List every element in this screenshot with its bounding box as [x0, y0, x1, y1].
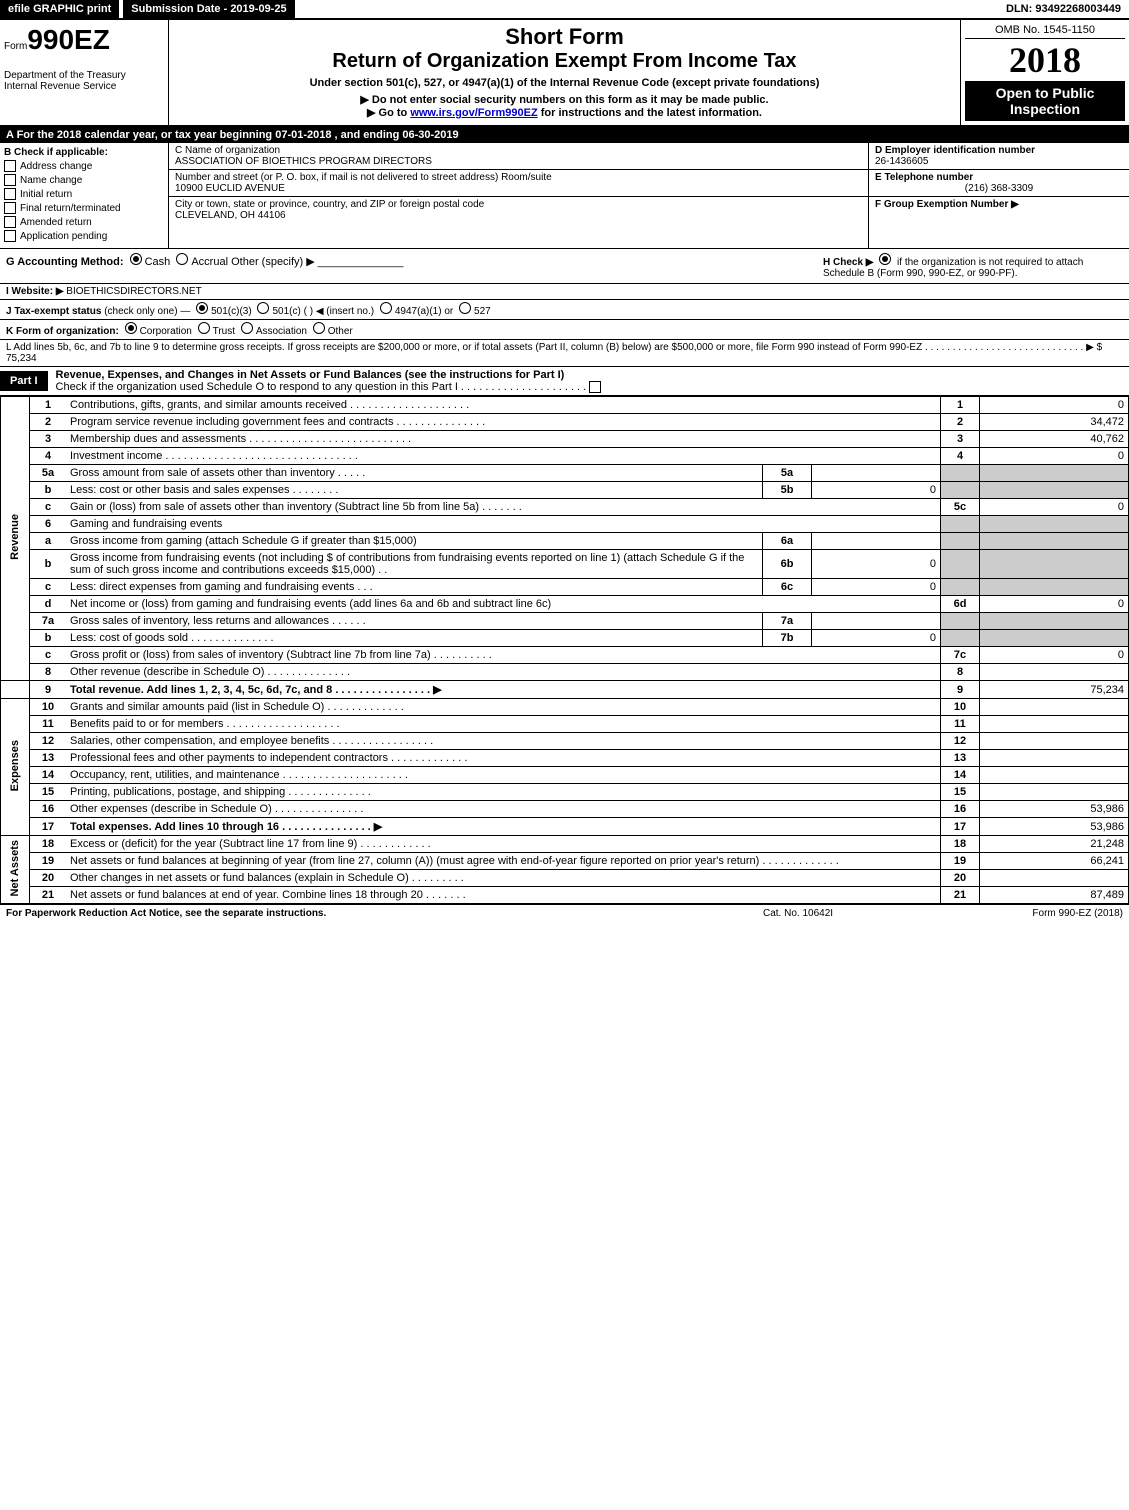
section-a: A For the 2018 calendar year, or tax yea…	[0, 127, 1129, 143]
row-i: I Website: ▶ BIOETHICSDIRECTORS.NET	[0, 284, 1129, 300]
dept-treasury: Department of the Treasury	[4, 70, 164, 81]
phone-label: E Telephone number	[875, 172, 1123, 183]
top-bar: efile GRAPHIC print Submission Date - 20…	[0, 0, 1129, 20]
checkbox-icon[interactable]	[4, 188, 16, 200]
schedule-o-checkbox[interactable]	[589, 381, 601, 393]
radio-corporation[interactable]	[125, 322, 137, 334]
radio-501c3[interactable]	[196, 302, 208, 314]
checkbox-icon[interactable]	[4, 216, 16, 228]
group-exemption-label: F Group Exemption Number ▶	[875, 199, 1123, 210]
part-1-check: Check if the organization used Schedule …	[56, 381, 587, 393]
irs-link[interactable]: www.irs.gov/Form990EZ	[410, 107, 537, 119]
website-value: BIOETHICSDIRECTORS.NET	[66, 286, 201, 297]
ty-begin: 07-01-2018	[275, 129, 331, 141]
column-c: C Name of organization ASSOCIATION OF BI…	[169, 143, 869, 248]
cb-amended[interactable]: Amended return	[4, 216, 164, 228]
revenue-side-label: Revenue	[1, 397, 30, 681]
city-label: City or town, state or province, country…	[175, 199, 862, 210]
radio-trust[interactable]	[198, 322, 210, 334]
paperwork-notice: For Paperwork Reduction Act Notice, see …	[6, 908, 763, 919]
gross-receipts: 75,234	[6, 353, 37, 364]
radio-cash[interactable]	[130, 253, 142, 265]
instruction-ssn: ▶ Do not enter social security numbers o…	[177, 93, 952, 106]
checkbox-icon[interactable]	[4, 160, 16, 172]
row-l-text: L Add lines 5b, 6c, and 7b to line 9 to …	[6, 342, 1102, 353]
netassets-side-label: Net Assets	[1, 836, 30, 904]
website-label: I Website: ▶	[6, 286, 64, 297]
row-l: L Add lines 5b, 6c, and 7b to line 9 to …	[0, 340, 1129, 367]
org-name: ASSOCIATION OF BIOETHICS PROGRAM DIRECTO…	[175, 156, 862, 167]
addr-label: Number and street (or P. O. box, if mail…	[175, 172, 862, 183]
open-public: Open to Public Inspection	[965, 81, 1125, 121]
col-b-label: B Check if applicable:	[4, 147, 164, 158]
section-a-mid: , and ending	[331, 129, 402, 141]
radio-h[interactable]	[879, 253, 891, 265]
line-num: 1	[941, 397, 980, 414]
h-label: H Check ▶	[823, 257, 873, 268]
omb-number: OMB No. 1545-1150	[965, 24, 1125, 39]
page-footer: For Paperwork Reduction Act Notice, see …	[0, 904, 1129, 922]
form-prefix: Form	[4, 41, 27, 52]
form-number: 990EZ	[27, 24, 110, 55]
part-1-title: Revenue, Expenses, and Changes in Net As…	[48, 367, 1129, 395]
accounting-label: G Accounting Method:	[6, 256, 124, 268]
cat-no: Cat. No. 10642I	[763, 908, 963, 919]
instruction-link: ▶ Go to www.irs.gov/Form990EZ for instru…	[177, 106, 952, 119]
tax-year: 2018	[965, 39, 1125, 81]
row-j: J Tax-exempt status (check only one) — 5…	[0, 300, 1129, 320]
street-address: 10900 EUCLID AVENUE	[175, 183, 862, 194]
subtitle: Under section 501(c), 527, or 4947(a)(1)…	[177, 77, 952, 89]
row-g-h: G Accounting Method: Cash Accrual Other …	[0, 249, 1129, 284]
cb-name-change[interactable]: Name change	[4, 174, 164, 186]
section-a-pre: A For the 2018 calendar year, or tax yea…	[6, 129, 275, 141]
irs: Internal Revenue Service	[4, 81, 164, 92]
expenses-side-label: Expenses	[1, 699, 30, 836]
form-ref: Form 990-EZ (2018)	[963, 908, 1123, 919]
header-left: Form990EZ Department of the Treasury Int…	[0, 20, 169, 125]
cb-address-change[interactable]: Address change	[4, 160, 164, 172]
column-d: D Employer identification number 26-1436…	[869, 143, 1129, 248]
part-1-table: Revenue 1 Contributions, gifts, grants, …	[0, 396, 1129, 904]
radio-accrual[interactable]	[176, 253, 188, 265]
row-k: K Form of organization: Corporation Trus…	[0, 320, 1129, 340]
checkbox-icon[interactable]	[4, 202, 16, 214]
info-block: B Check if applicable: Address change Na…	[0, 143, 1129, 249]
instr-pre: ▶ Go to	[367, 107, 410, 119]
cb-initial-return[interactable]: Initial return	[4, 188, 164, 200]
header-center: Short Form Return of Organization Exempt…	[169, 20, 960, 125]
radio-527[interactable]	[459, 302, 471, 314]
header-right: OMB No. 1545-1150 2018 Open to Public In…	[960, 20, 1129, 125]
instr-post: for instructions and the latest informat…	[538, 107, 762, 119]
return-title: Return of Organization Exempt From Incom…	[177, 50, 952, 73]
checkbox-icon[interactable]	[4, 174, 16, 186]
phone: (216) 368-3309	[875, 183, 1123, 194]
efile-label: efile GRAPHIC print	[0, 0, 119, 18]
radio-other[interactable]	[313, 322, 325, 334]
ein: 26-1436605	[875, 156, 1123, 167]
form-header: Form990EZ Department of the Treasury Int…	[0, 20, 1129, 127]
tax-exempt-label: J Tax-exempt status	[6, 306, 101, 317]
submission-date: Submission Date - 2019-09-25	[123, 0, 294, 18]
column-b: B Check if applicable: Address change Na…	[0, 143, 169, 248]
radio-501c[interactable]	[257, 302, 269, 314]
part-1-header: Part I Revenue, Expenses, and Changes in…	[0, 367, 1129, 396]
radio-association[interactable]	[241, 322, 253, 334]
line-val: 0	[980, 397, 1129, 414]
radio-4947[interactable]	[380, 302, 392, 314]
short-form-label: Short Form	[177, 24, 952, 50]
org-form-label: K Form of organization:	[6, 326, 119, 337]
cb-pending[interactable]: Application pending	[4, 230, 164, 242]
ein-label: D Employer identification number	[875, 145, 1123, 156]
checkbox-icon[interactable]	[4, 230, 16, 242]
line-no: 1	[30, 397, 67, 414]
ty-end: 06-30-2019	[402, 129, 458, 141]
city-state-zip: CLEVELAND, OH 44106	[175, 210, 862, 221]
part-1-label: Part I	[0, 371, 48, 391]
org-name-label: C Name of organization	[175, 145, 862, 156]
dln: DLN: 93492268003449	[998, 0, 1129, 18]
cb-final-return[interactable]: Final return/terminated	[4, 202, 164, 214]
line-desc: Contributions, gifts, grants, and simila…	[66, 397, 941, 414]
